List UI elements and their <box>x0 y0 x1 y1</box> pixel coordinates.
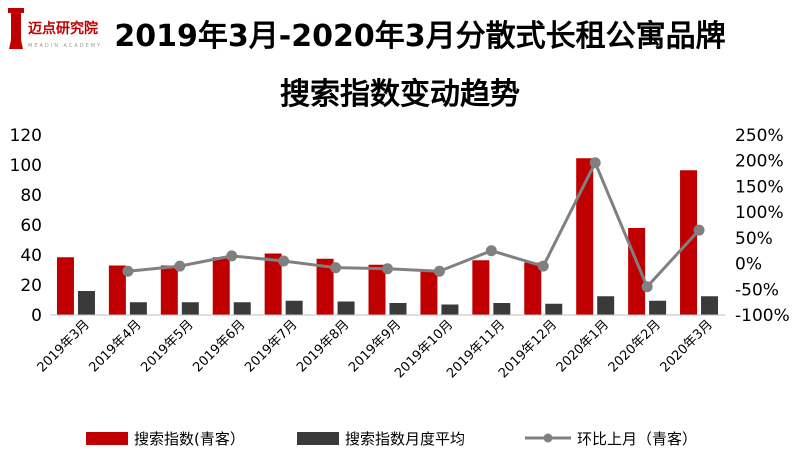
bar-monthly-average <box>233 302 251 315</box>
bar-monthly-average <box>545 303 563 315</box>
line-point-mom <box>485 245 497 257</box>
chart-title: 2019年3月-2020年3月分散式长租公寓品牌 <box>114 19 725 54</box>
bar-search-index <box>108 265 126 315</box>
legend-swatch-avg <box>297 432 339 445</box>
legend: 搜索指数(青客） 搜索指数月度平均 环比上月（青客） <box>86 430 697 448</box>
line-point-mom <box>382 263 393 275</box>
left-tick-label: 80 <box>20 186 42 206</box>
bar-search-index <box>628 228 646 315</box>
line-point-mom <box>226 250 238 262</box>
x-tick-label: 2019年4月 <box>86 317 144 375</box>
x-tick-label: 2019年7月 <box>242 317 300 375</box>
line-point-mom <box>693 224 705 236</box>
x-tick-label: 2020年2月 <box>606 317 664 375</box>
legend-item-index: 搜索指数(青客） <box>86 430 245 448</box>
left-tick-label: 100 <box>10 156 42 176</box>
bar-monthly-average <box>701 296 719 315</box>
left-tick-label: 0 <box>31 306 42 326</box>
right-tick-label: 0% <box>735 255 762 275</box>
logo-tagline: MEADIN ACADEMY <box>28 43 102 49</box>
line-point-mom <box>278 255 290 267</box>
bars <box>56 158 719 315</box>
brand-logo: 迈点研究院 MEADIN ACADEMY <box>8 8 102 49</box>
left-tick-label: 120 <box>10 126 42 146</box>
right-tick-label: 100% <box>735 203 784 223</box>
bar-search-index <box>368 264 386 315</box>
x-tick-label: 2019年8月 <box>294 317 352 375</box>
x-tick-label: 2019年5月 <box>138 317 196 375</box>
right-axis-ticks: -100% -50% 0% 50% 100% 150% 200% 250% <box>735 126 790 326</box>
bar-search-index <box>212 257 230 315</box>
legend-swatch-index <box>86 432 128 445</box>
left-tick-label: 60 <box>20 216 42 236</box>
x-tick-label: 2020年1月 <box>554 317 612 375</box>
line-point-mom <box>174 260 186 272</box>
line-point-mom <box>330 262 342 274</box>
bar-monthly-average <box>285 300 303 315</box>
bar-monthly-average <box>77 291 95 315</box>
bar-monthly-average <box>181 302 199 315</box>
bar-search-index <box>576 158 594 315</box>
bar-search-index <box>420 270 438 315</box>
bar-monthly-average <box>441 304 459 315</box>
legend-item-avg: 搜索指数月度平均 <box>297 430 465 448</box>
right-tick-label: 250% <box>735 126 784 146</box>
line-point-mom <box>641 281 653 293</box>
bar-monthly-average <box>389 303 407 315</box>
bar-search-index <box>472 260 490 315</box>
x-tick-label: 2020年3月 <box>658 317 716 375</box>
right-tick-label: 50% <box>735 229 773 249</box>
right-tick-label: 150% <box>735 177 784 197</box>
bar-search-index <box>524 262 542 315</box>
bar-search-index <box>160 265 178 315</box>
line-series <box>122 157 705 293</box>
x-tick-label: 2019年3月 <box>35 317 93 375</box>
right-tick-label: -100% <box>735 306 790 326</box>
legend-label-mom: 环比上月（青客） <box>577 430 697 448</box>
lighthouse-icon <box>8 8 24 49</box>
left-tick-label: 40 <box>20 246 42 266</box>
bar-monthly-average <box>129 302 147 315</box>
x-tick-label: 2019年6月 <box>190 317 248 375</box>
bar-search-index <box>264 253 282 315</box>
right-tick-label: -50% <box>735 280 779 300</box>
line-point-mom <box>122 265 134 277</box>
line-point-mom <box>433 265 445 277</box>
line-mom-change <box>127 159 701 290</box>
left-tick-label: 20 <box>20 276 42 296</box>
line-point-mom <box>537 260 549 272</box>
bar-search-index <box>56 257 74 315</box>
line-point-mom <box>589 157 601 169</box>
chart-subtitle: 搜索指数变动趋势 <box>280 77 520 112</box>
left-axis-ticks: 0 20 40 60 80 100 120 <box>10 126 42 326</box>
bar-monthly-average <box>493 303 511 315</box>
logo-name: 迈点研究院 <box>28 20 98 37</box>
legend-marker-mom <box>543 433 553 443</box>
right-tick-label: 200% <box>735 152 784 172</box>
bar-monthly-average <box>649 300 667 315</box>
legend-label-index: 搜索指数(青客） <box>134 430 245 448</box>
bar-monthly-average <box>337 301 355 315</box>
legend-label-avg: 搜索指数月度平均 <box>345 430 465 448</box>
bar-monthly-average <box>597 296 615 315</box>
legend-item-mom: 环比上月（青客） <box>525 430 697 448</box>
bar-search-index <box>316 258 334 315</box>
x-axis-labels: 2019年3月2019年4月2019年5月2019年6月2019年7月2019年… <box>35 317 716 381</box>
